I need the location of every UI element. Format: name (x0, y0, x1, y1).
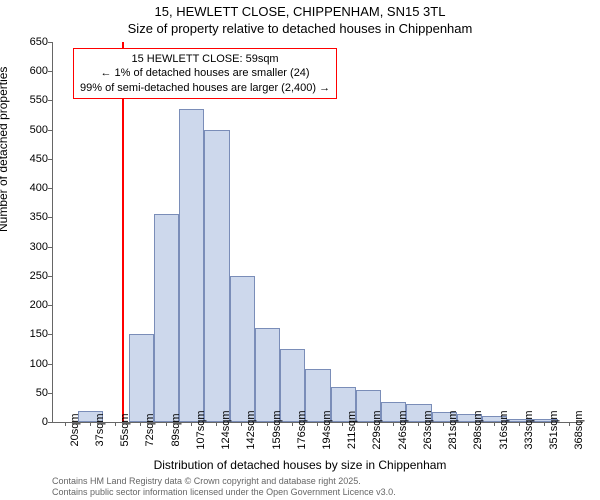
ytick-label: 400 (30, 182, 48, 194)
ytick-mark (48, 130, 52, 131)
annotation-line1: 15 HEWLETT CLOSE: 59sqm (80, 52, 330, 66)
xtick-label: 37sqm (94, 413, 106, 446)
xtick-label: 72sqm (144, 413, 156, 446)
ytick-label: 450 (30, 153, 48, 165)
footer-line1: Contains HM Land Registry data © Crown c… (52, 476, 396, 487)
xtick-label: 263sqm (422, 410, 434, 449)
ytick-mark (48, 393, 52, 394)
xtick-mark (216, 422, 217, 426)
chart-title-main: 15, HEWLETT CLOSE, CHIPPENHAM, SN15 3TL (0, 4, 600, 19)
xtick-label: 211sqm (346, 411, 358, 449)
chart-container: 15, HEWLETT CLOSE, CHIPPENHAM, SN15 3TL … (0, 0, 600, 500)
ytick-mark (48, 247, 52, 248)
xtick-mark (418, 422, 419, 426)
xtick-label: 246sqm (397, 410, 409, 449)
ytick-label: 250 (30, 270, 48, 282)
xtick-label: 316sqm (498, 410, 510, 449)
xtick-mark (468, 422, 469, 426)
ytick-mark (48, 422, 52, 423)
xtick-label: 368sqm (573, 410, 585, 449)
ytick-mark (48, 334, 52, 335)
ytick-label: 50 (36, 387, 48, 399)
xtick-mark (519, 422, 520, 426)
ytick-mark (48, 364, 52, 365)
xtick-mark (494, 422, 495, 426)
ytick-label: 600 (30, 65, 48, 77)
xtick-mark (65, 422, 66, 426)
xtick-mark (544, 422, 545, 426)
xtick-label: 20sqm (69, 413, 81, 446)
xtick-label: 142sqm (245, 410, 257, 449)
xtick-mark (317, 422, 318, 426)
xtick-label: 89sqm (170, 413, 182, 446)
xtick-label: 229sqm (371, 410, 383, 449)
ytick-label: 350 (30, 211, 48, 223)
ytick-mark (48, 159, 52, 160)
xtick-label: 194sqm (321, 410, 333, 449)
xtick-mark (393, 422, 394, 426)
ytick-label: 100 (30, 358, 48, 370)
xtick-mark (241, 422, 242, 426)
histogram-bar (204, 130, 229, 422)
xtick-mark (115, 422, 116, 426)
xtick-mark (166, 422, 167, 426)
histogram-bar (255, 328, 280, 422)
histogram-bar (230, 276, 255, 422)
ytick-mark (48, 276, 52, 277)
ytick-mark (48, 71, 52, 72)
plot-area: 15 HEWLETT CLOSE: 59sqm ← 1% of detached… (52, 42, 583, 423)
ytick-label: 200 (30, 299, 48, 311)
xtick-label: 124sqm (220, 410, 232, 449)
annotation-box: 15 HEWLETT CLOSE: 59sqm ← 1% of detached… (73, 48, 337, 99)
annotation-line3: 99% of semi-detached houses are larger (… (80, 81, 330, 95)
y-axis-label: Number of detached properties (0, 67, 10, 232)
xtick-mark (140, 422, 141, 426)
xtick-label: 298sqm (472, 410, 484, 449)
ytick-mark (48, 42, 52, 43)
property-marker-line (122, 42, 124, 422)
xtick-label: 55sqm (119, 413, 131, 446)
footer-line2: Contains public sector information licen… (52, 487, 396, 498)
footer-attribution: Contains HM Land Registry data © Crown c… (52, 476, 396, 498)
annotation-line2: ← 1% of detached houses are smaller (24) (80, 66, 330, 80)
xtick-mark (367, 422, 368, 426)
xtick-label: 107sqm (195, 410, 207, 449)
ytick-label: 550 (30, 94, 48, 106)
xtick-mark (90, 422, 91, 426)
histogram-bar (154, 214, 179, 422)
xtick-mark (267, 422, 268, 426)
ytick-mark (48, 305, 52, 306)
xtick-mark (342, 422, 343, 426)
ytick-mark (48, 100, 52, 101)
histogram-bar (179, 109, 204, 422)
xtick-mark (443, 422, 444, 426)
xtick-label: 281sqm (447, 410, 459, 449)
xtick-label: 351sqm (548, 410, 560, 449)
xtick-mark (569, 422, 570, 426)
ytick-mark (48, 188, 52, 189)
histogram-bar (129, 334, 154, 422)
ytick-label: 500 (30, 124, 48, 136)
ytick-label: 150 (30, 328, 48, 340)
xtick-mark (191, 422, 192, 426)
x-axis-label: Distribution of detached houses by size … (0, 458, 600, 472)
xtick-mark (292, 422, 293, 426)
xtick-label: 176sqm (296, 410, 308, 449)
ytick-label: 300 (30, 241, 48, 253)
xtick-label: 333sqm (523, 410, 535, 449)
xtick-label: 159sqm (271, 410, 283, 449)
ytick-label: 650 (30, 36, 48, 48)
chart-title-sub: Size of property relative to detached ho… (0, 21, 600, 36)
ytick-mark (48, 217, 52, 218)
